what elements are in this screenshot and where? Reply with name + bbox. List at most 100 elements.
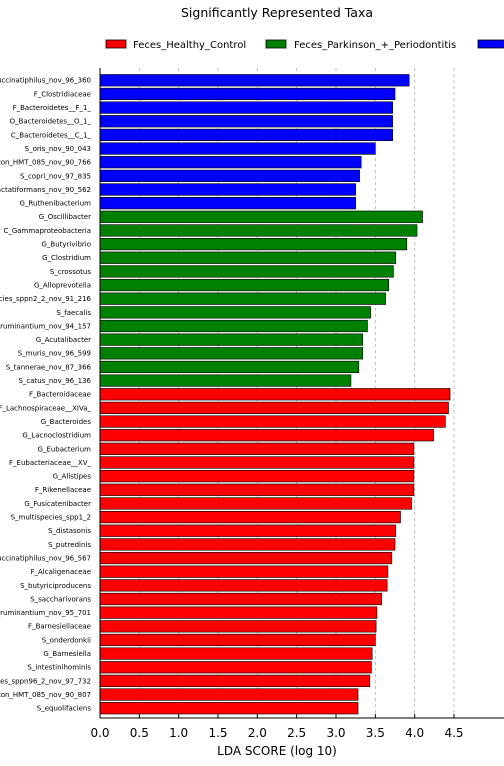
bar <box>99 142 376 155</box>
legend-swatch-parkinson-periodontitis <box>265 39 287 49</box>
bar <box>99 565 389 578</box>
category-label: F_Barnesiellaceae <box>28 623 91 631</box>
category-label: S_putredinis <box>48 541 91 549</box>
category-label: S_ruminantium_nov_94_157 <box>0 322 91 330</box>
category-label: F_Lachnospiraceae__XIVa_ <box>0 404 91 412</box>
bar <box>99 415 446 428</box>
bar <box>99 524 397 537</box>
category-label: C_Bacteroidetes__C_1_ <box>11 131 92 139</box>
bar <box>99 347 364 360</box>
x-tick-label: 3.5 <box>366 726 385 740</box>
bar <box>99 647 373 660</box>
bar <box>99 333 364 346</box>
legend: Feces_Healthy_Control Feces_Parkinson_+_… <box>105 39 504 51</box>
category-label: F_Eubacteriaceae__XV_ <box>9 459 91 467</box>
bar <box>99 401 449 415</box>
bar <box>99 429 434 442</box>
bar <box>99 510 401 524</box>
bar <box>99 306 371 319</box>
category-label: F_Bacteroidetes__F_1_ <box>13 104 92 112</box>
legend-swatch-healthy-control <box>105 39 127 49</box>
legend-label-healthy-control: Feces_Healthy_Control <box>133 40 246 51</box>
category-label: G_Barnesiella <box>43 650 91 658</box>
bar <box>99 169 360 182</box>
legend-swatch-third-class <box>477 39 504 49</box>
bar <box>99 483 415 496</box>
bar <box>99 388 451 401</box>
category-label: S_intestinihominis <box>27 664 91 672</box>
bar <box>99 606 378 619</box>
category-label: S_multispecies_spp1_2 <box>11 514 91 522</box>
bar <box>99 702 359 715</box>
category-label: G_Acutalibacter <box>36 336 91 344</box>
bar <box>99 633 376 647</box>
bar <box>99 674 371 687</box>
bar <box>99 224 418 237</box>
bar <box>99 551 393 565</box>
x-tick-label: 2.0 <box>248 726 267 740</box>
category-label: S_copri_nov_97_835 <box>20 172 91 180</box>
category-label: O_Bacteroidetes__O_1_ <box>10 118 92 126</box>
category-label: G_Fusicatenibacter <box>24 500 91 508</box>
bars <box>99 74 451 715</box>
bar <box>99 661 372 674</box>
bar <box>99 74 410 87</box>
bar <box>99 128 393 142</box>
bar <box>99 101 393 114</box>
chart-title: Significantly Represented Taxa <box>181 5 373 20</box>
category-label: F_Bacteroidaceae <box>29 391 91 399</box>
category-label: G_Butyrivibrio <box>41 241 91 249</box>
category-label: G_Oscillibacter <box>39 213 91 221</box>
category-label: S_ruminantium_nov_95_701 <box>0 609 91 617</box>
category-label: S_onderdonkii <box>42 636 91 644</box>
category-label: S_succinatiphilus_nov_96_567 <box>0 554 91 562</box>
category-label: G_Alistipes <box>53 473 92 481</box>
category-label: S_multispecies_sppn2_2_nov_91_216 <box>0 295 92 303</box>
category-label: S_succinatiphilus_nov_96_360 <box>0 77 91 85</box>
x-tick-label: 4.5 <box>444 726 463 740</box>
x-tick-label: 0.0 <box>90 726 109 740</box>
x-tick-label: 1.0 <box>169 726 188 740</box>
bar <box>99 238 408 251</box>
x-ticks: 0.0 0.5 1.0 1.5 2.0 2.5 3.0 3.5 4.0 4.5 <box>90 714 464 740</box>
bar <box>99 292 386 305</box>
bar <box>99 470 415 483</box>
category-label: S_butyriciproducens <box>20 582 91 590</box>
bar <box>99 183 356 196</box>
category-label: G_Alloprevotella <box>34 281 91 289</box>
x-axis-label: LDA SCORE (log 10) <box>217 744 337 758</box>
category-label: S_sp_Human_Oral_Taxon_HMT_085_nov_90_766 <box>0 159 92 167</box>
category-label: S_distasonis <box>48 527 91 535</box>
bar <box>99 442 415 455</box>
bar <box>99 265 394 278</box>
category-label: S_multispecies_sppn96_2_nov_97_732 <box>0 677 91 685</box>
bar <box>99 620 377 633</box>
bar <box>99 579 388 592</box>
bar <box>99 87 396 101</box>
x-tick-label: 0.5 <box>130 726 149 740</box>
category-label: S_lactatiformans_nov_90_562 <box>0 186 91 194</box>
bar <box>99 497 412 510</box>
category-label: S_oris_nov_90_043 <box>25 145 91 153</box>
category-label: F_Alcaligenaceae <box>30 568 91 576</box>
x-tick-label: 4.0 <box>405 726 424 740</box>
bar <box>99 156 362 169</box>
category-label: F_Rikenellaceae <box>35 486 91 494</box>
category-label: G_Ruthenibacterium <box>20 200 92 208</box>
bar <box>99 278 390 292</box>
category-label: S_saccharivorans <box>30 595 91 603</box>
bar <box>99 456 415 469</box>
bar <box>99 251 397 264</box>
x-tick-label: 2.5 <box>287 726 306 740</box>
bar <box>99 197 356 210</box>
bar <box>99 210 423 223</box>
category-labels: S_succinatiphilus_nov_96_360 F_Clostridia… <box>0 77 92 713</box>
category-label: G_Bacteroides <box>41 418 92 426</box>
legend-label-parkinson-periodontitis: Feces_Parkinson_+_Periodontitis <box>294 40 456 51</box>
category-label: S_equolifaciens <box>37 705 92 713</box>
bar <box>99 592 382 606</box>
bar <box>99 688 359 701</box>
bar <box>99 319 368 333</box>
category-label: G_Eubacterium <box>38 445 92 453</box>
